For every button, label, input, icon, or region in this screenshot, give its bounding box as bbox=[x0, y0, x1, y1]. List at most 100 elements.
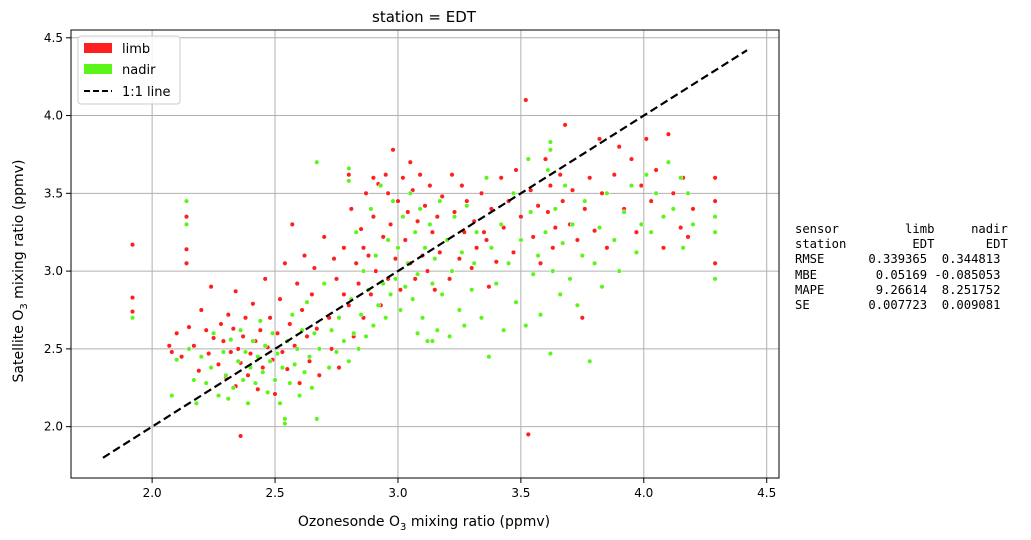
data-point bbox=[250, 301, 256, 307]
data-point bbox=[712, 276, 718, 282]
data-point bbox=[690, 206, 696, 212]
stats-row: station EDT EDT bbox=[795, 237, 1008, 252]
data-point bbox=[712, 229, 718, 235]
data-point bbox=[186, 346, 192, 352]
stats-table: sensor limb nadir station EDT EDT RMSE 0.3… bbox=[795, 222, 1008, 313]
data-point bbox=[257, 327, 263, 333]
data-point bbox=[712, 260, 718, 266]
data-point bbox=[596, 225, 603, 231]
data-point bbox=[238, 327, 244, 333]
data-point bbox=[498, 175, 504, 181]
x-tick-label: 4.0 bbox=[634, 486, 653, 500]
data-point bbox=[550, 245, 556, 251]
data-point bbox=[562, 183, 568, 189]
data-point bbox=[670, 206, 676, 212]
data-point bbox=[660, 245, 667, 251]
data-point bbox=[395, 245, 401, 251]
legend-label-limb: limb bbox=[122, 42, 150, 57]
data-point bbox=[358, 312, 364, 318]
data-point bbox=[380, 234, 386, 240]
data-point bbox=[304, 333, 310, 339]
data-point bbox=[633, 229, 639, 235]
data-point bbox=[518, 237, 524, 243]
data-point bbox=[469, 287, 475, 293]
data-point bbox=[383, 172, 389, 178]
data-point bbox=[510, 249, 517, 255]
data-point bbox=[129, 315, 136, 321]
data-point bbox=[211, 330, 217, 336]
data-point bbox=[397, 307, 403, 313]
data-point bbox=[449, 172, 455, 178]
data-point bbox=[166, 343, 172, 349]
scatter-points bbox=[129, 97, 718, 439]
data-point bbox=[483, 237, 490, 243]
data-point bbox=[272, 391, 278, 397]
data-point bbox=[415, 271, 421, 277]
data-point bbox=[530, 234, 536, 240]
data-point bbox=[183, 198, 190, 204]
data-point bbox=[638, 221, 644, 227]
data-point bbox=[432, 256, 438, 262]
data-point bbox=[447, 276, 453, 282]
data-point bbox=[523, 323, 529, 329]
data-point bbox=[260, 365, 266, 371]
data-point bbox=[427, 183, 433, 189]
data-point bbox=[410, 296, 416, 302]
data-point bbox=[169, 393, 175, 399]
x-tick-label: 4.5 bbox=[757, 486, 776, 500]
data-point bbox=[493, 281, 499, 287]
data-point bbox=[424, 338, 431, 344]
data-point bbox=[203, 327, 209, 333]
data-point bbox=[250, 338, 256, 344]
data-point bbox=[331, 256, 337, 262]
data-point bbox=[616, 268, 622, 274]
data-point bbox=[569, 221, 576, 227]
data-point bbox=[449, 268, 455, 274]
legend-label-line: 1:1 line bbox=[122, 85, 171, 100]
data-point bbox=[621, 209, 627, 215]
data-point bbox=[537, 260, 544, 266]
x-tick-label: 2.0 bbox=[143, 486, 162, 500]
legend: limb nadir 1:1 line bbox=[77, 35, 181, 105]
data-point bbox=[547, 147, 553, 153]
data-point bbox=[552, 206, 558, 212]
data-point bbox=[596, 136, 603, 142]
data-point bbox=[407, 159, 413, 165]
data-point bbox=[183, 246, 190, 252]
data-point bbox=[523, 97, 529, 103]
stats-row: MBE 0.05169 -0.085053 bbox=[795, 267, 1001, 282]
data-point bbox=[474, 245, 480, 251]
data-point bbox=[311, 265, 317, 271]
data-point bbox=[680, 245, 686, 251]
data-point bbox=[579, 315, 585, 321]
data-point bbox=[439, 291, 445, 297]
data-point bbox=[604, 190, 610, 196]
data-point bbox=[412, 229, 418, 235]
data-point bbox=[230, 385, 236, 391]
data-point bbox=[525, 156, 531, 162]
data-point bbox=[474, 229, 480, 235]
y-tick-label: 3.5 bbox=[44, 186, 63, 200]
data-point bbox=[208, 365, 214, 371]
data-point bbox=[311, 330, 317, 336]
data-point bbox=[530, 271, 536, 277]
data-point bbox=[712, 175, 718, 181]
data-point bbox=[211, 335, 217, 341]
data-point bbox=[648, 229, 654, 235]
data-point bbox=[429, 229, 435, 235]
chart-title: station = EDT bbox=[372, 8, 477, 26]
data-point bbox=[665, 159, 671, 165]
data-point bbox=[279, 365, 285, 371]
data-point bbox=[301, 369, 308, 375]
data-point bbox=[238, 433, 244, 439]
data-point bbox=[537, 312, 544, 318]
data-point bbox=[282, 260, 288, 266]
data-point bbox=[257, 318, 263, 324]
data-point bbox=[437, 249, 443, 255]
y-tick-label: 2.5 bbox=[44, 342, 63, 356]
data-point bbox=[456, 307, 462, 313]
data-point bbox=[220, 338, 226, 344]
data-point bbox=[215, 361, 222, 367]
data-point bbox=[267, 315, 273, 321]
data-point bbox=[301, 253, 308, 259]
